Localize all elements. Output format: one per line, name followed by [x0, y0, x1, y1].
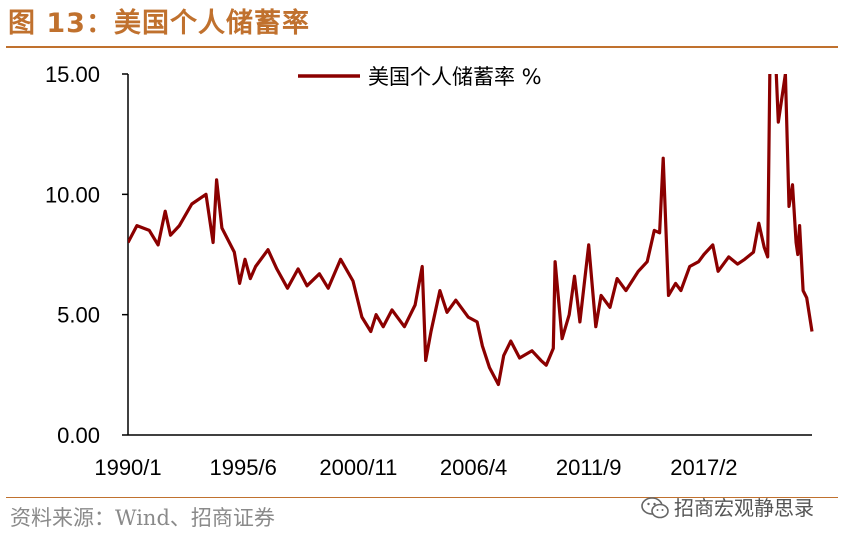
- y-tick-label: 5.00: [57, 303, 100, 328]
- series-line-savings-rate: [128, 74, 814, 387]
- wechat-icon: [641, 497, 669, 519]
- y-tick-label: 0.00: [57, 423, 100, 448]
- watermark-label: 招商宏观静思录: [674, 496, 814, 520]
- footer-rule: [6, 497, 838, 498]
- x-tick-label: 2000/11: [319, 455, 397, 480]
- figure-title: 图 13：美国个人储蓄率: [8, 8, 310, 39]
- x-tick-label: 1990/1: [94, 455, 161, 480]
- title-rule: [6, 46, 838, 48]
- series-group: [128, 74, 814, 387]
- watermark: 招商宏观静思录: [640, 494, 814, 522]
- x-tick-label: 2011/9: [556, 455, 622, 480]
- x-tick-label: 2017/2: [670, 455, 737, 480]
- x-axis: 1990/1 1995/6 2000/11 2006/4 2011/9 2017/2: [94, 434, 812, 480]
- x-tick-label: 1995/6: [210, 455, 277, 480]
- y-axis: 0.00 5.00 10.00 15.00: [45, 62, 129, 448]
- y-tick-label: 10.00: [45, 182, 100, 207]
- x-tick-label: 2006/4: [440, 455, 507, 480]
- legend: 美国个人储蓄率 %: [298, 65, 542, 89]
- legend-label: 美国个人储蓄率 %: [368, 65, 542, 89]
- y-tick-label: 15.00: [45, 62, 100, 87]
- source-note: 资料来源：Wind、招商证券: [10, 506, 275, 530]
